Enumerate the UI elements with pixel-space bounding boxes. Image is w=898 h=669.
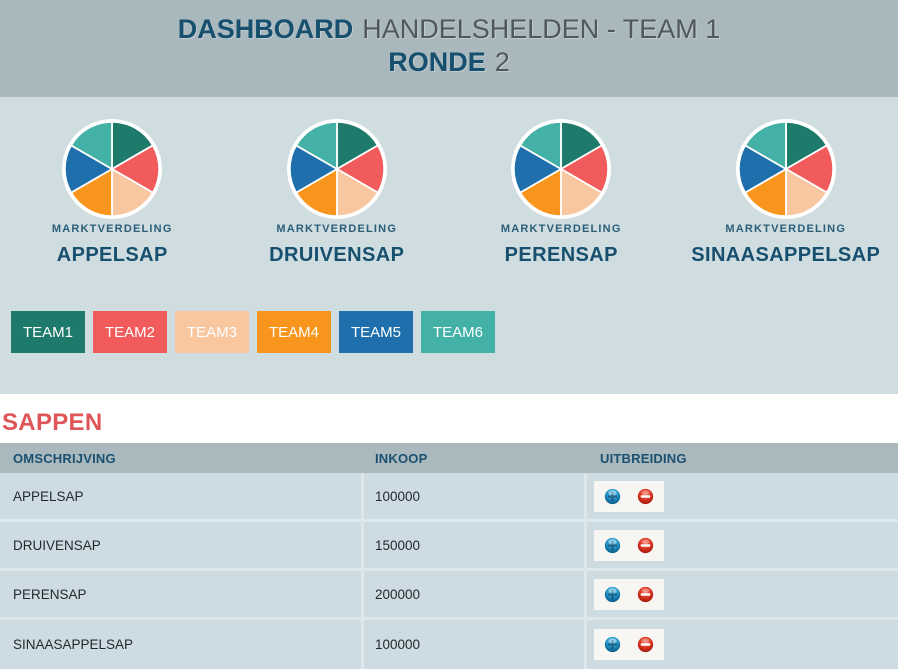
column-header-inkoop: INKOOP: [375, 450, 428, 466]
row-product-name: APPELSAP: [13, 488, 84, 504]
product-name: SINAASAPPELSAP: [691, 244, 881, 266]
plus-sphere-icon[interactable]: [604, 586, 621, 603]
row-uitbreiding-cell: [584, 522, 898, 568]
product-card-perensap: MARKTVERDELING PERENSAP: [449, 119, 674, 267]
team-button-2[interactable]: TEAM2: [93, 311, 167, 353]
page-subtitle: RONDE 2: [0, 46, 898, 79]
table-row-sinaasappelsap: SINAASAPPELSAP 100000: [0, 620, 898, 669]
pie-caption: MARKTVERDELING: [500, 223, 622, 235]
row-uitbreiding-cell: [584, 620, 898, 669]
table-header-row: OMSCHRIJVING INKOOP UITBREIDING: [0, 443, 898, 473]
minus-sphere-icon[interactable]: [637, 488, 654, 505]
pie-caption: MARKTVERDELING: [725, 223, 847, 235]
row-inkoop-value: 100000: [361, 473, 584, 519]
product-name: APPELSAP: [56, 244, 168, 266]
sappen-table: OMSCHRIJVING INKOOP UITBREIDING APPELSAP…: [0, 443, 898, 669]
table-row-druivensap: DRUIVENSAP 150000: [0, 522, 898, 571]
pies-row: MARKTVERDELING APPELSAP MARKTVERDELING D…: [0, 97, 898, 267]
marktverdeling-pie-sinaasappelsap: [735, 119, 836, 219]
team-button-4[interactable]: TEAM4: [257, 311, 331, 353]
page-title-rest: HANDELSHELDEN - TEAM 1: [362, 14, 721, 44]
column-header-uitbreiding: UITBREIDING: [600, 450, 687, 466]
round-number: 2: [494, 47, 510, 77]
team-button-3[interactable]: TEAM3: [175, 311, 249, 353]
row-inkoop-value: 100000: [361, 620, 584, 669]
page-title-accent: DASHBOARD: [177, 14, 354, 44]
team-buttons-row: TEAM1 TEAM2 TEAM3 TEAM4 TEAM5 TEAM6: [0, 311, 898, 353]
uitbreiding-controls: [594, 480, 664, 512]
product-name: PERENSAP: [504, 244, 618, 266]
marktverdeling-pie-perensap: [511, 119, 612, 219]
charts-section: MARKTVERDELING APPELSAP MARKTVERDELING D…: [0, 97, 898, 394]
plus-sphere-icon[interactable]: [604, 488, 621, 505]
uitbreiding-controls: [594, 629, 664, 660]
product-name: DRUIVENSAP: [269, 244, 405, 266]
minus-sphere-icon[interactable]: [637, 636, 654, 653]
section-title: SAPPEN: [2, 409, 103, 436]
round-label: RONDE: [388, 47, 486, 77]
minus-sphere-icon[interactable]: [637, 586, 654, 603]
team-button-6[interactable]: TEAM6: [421, 311, 495, 353]
row-inkoop-value: 150000: [361, 522, 584, 568]
product-card-appelsap: MARKTVERDELING APPELSAP: [0, 119, 225, 267]
pie-caption: MARKTVERDELING: [51, 223, 173, 235]
table-row-perensap: PERENSAP 200000: [0, 571, 898, 620]
page-header: DASHBOARD HANDELSHELDEN - TEAM 1 RONDE 2: [0, 0, 898, 97]
minus-sphere-icon[interactable]: [637, 537, 654, 554]
team-button-5[interactable]: TEAM5: [339, 311, 413, 353]
row-product-name: DRUIVENSAP: [13, 537, 101, 553]
product-card-druivensap: MARKTVERDELING DRUIVENSAP: [225, 119, 450, 267]
plus-sphere-icon[interactable]: [604, 537, 621, 554]
sappen-section-header: SAPPEN: [0, 394, 898, 443]
marktverdeling-pie-appelsap: [62, 119, 163, 219]
product-card-sinaasappelsap: MARKTVERDELING SINAASAPPELSAP: [674, 119, 898, 267]
row-product-name: SINAASAPPELSAP: [13, 637, 134, 652]
pie-caption: MARKTVERDELING: [276, 223, 398, 235]
marktverdeling-pie-druivensap: [286, 119, 387, 219]
column-header-omschrijving: OMSCHRIJVING: [13, 450, 116, 466]
row-inkoop-value: 200000: [361, 571, 584, 617]
page-title: DASHBOARD HANDELSHELDEN - TEAM 1: [0, 13, 898, 46]
uitbreiding-controls: [594, 529, 664, 561]
table-row-appelsap: APPELSAP 100000: [0, 473, 898, 522]
uitbreiding-controls: [594, 578, 664, 610]
row-product-name: PERENSAP: [13, 586, 87, 602]
plus-sphere-icon[interactable]: [604, 636, 621, 653]
row-uitbreiding-cell: [584, 473, 898, 519]
row-uitbreiding-cell: [584, 571, 898, 617]
team-button-1[interactable]: TEAM1: [11, 311, 85, 353]
